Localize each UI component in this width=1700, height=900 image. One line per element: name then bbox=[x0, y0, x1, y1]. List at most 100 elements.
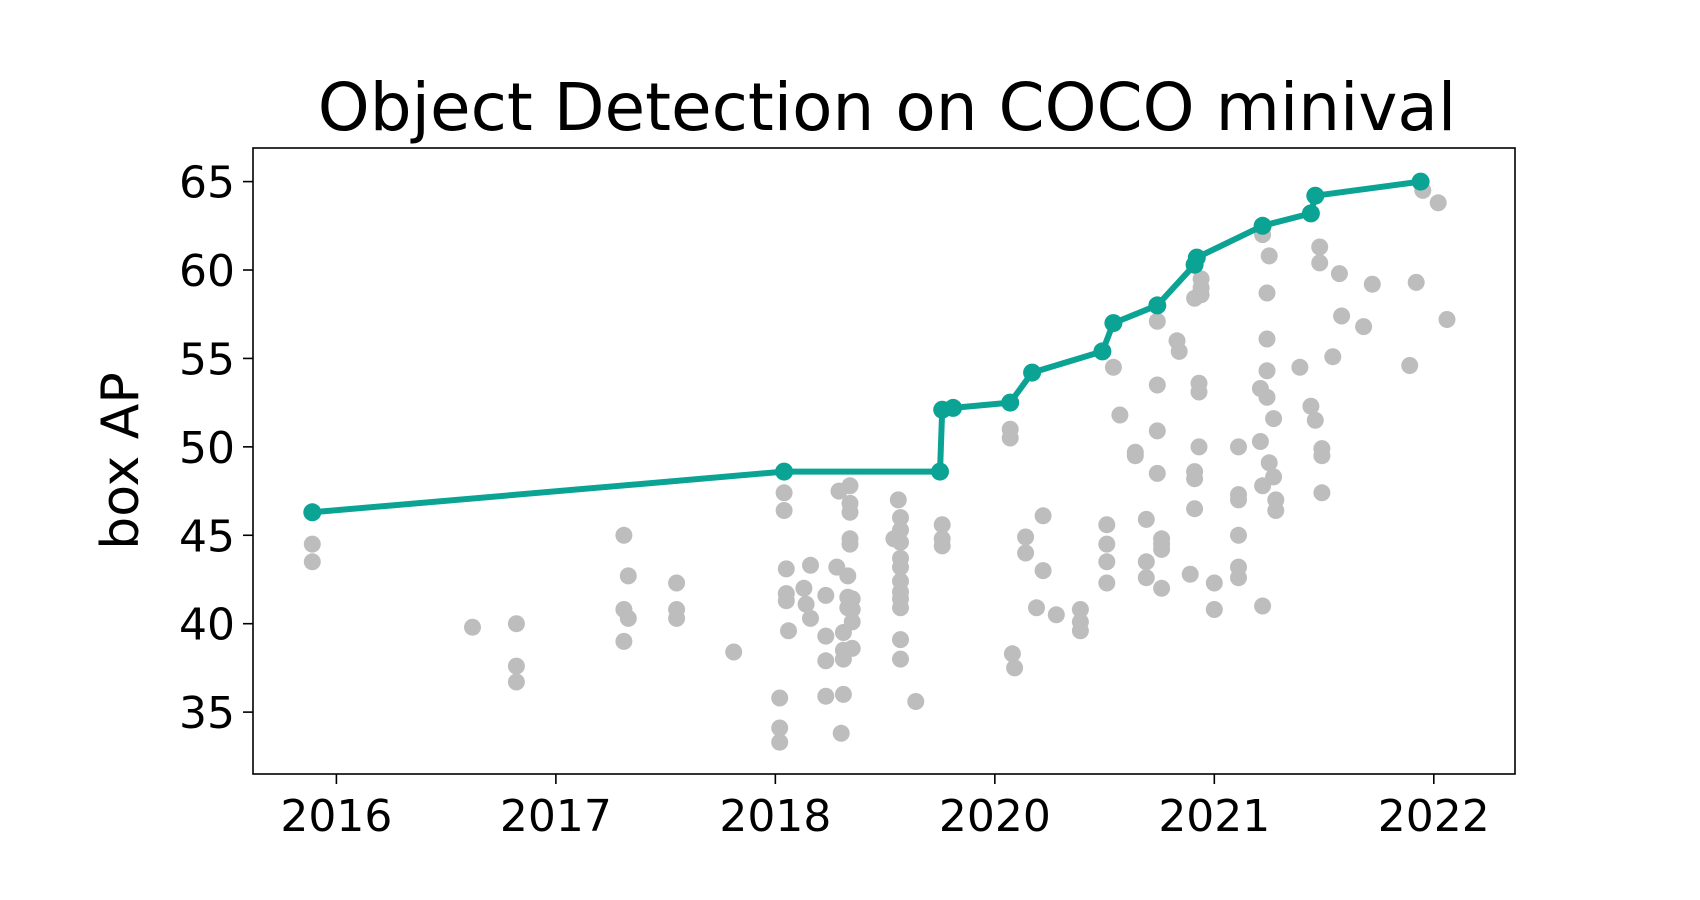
y-tick-label: 55 bbox=[179, 334, 235, 385]
scatter-point bbox=[1230, 491, 1247, 509]
scatter-point bbox=[780, 622, 797, 640]
scatter-point bbox=[907, 693, 925, 710]
y-tick-label: 45 bbox=[179, 511, 235, 562]
x-tick-label: 2022 bbox=[1378, 791, 1490, 842]
scatter-point bbox=[892, 599, 909, 617]
scatter-point bbox=[1190, 383, 1208, 401]
frontier-point bbox=[1411, 172, 1430, 191]
scatter-point bbox=[1098, 516, 1116, 534]
scatter-point bbox=[1170, 342, 1188, 360]
frontier-point bbox=[1187, 248, 1206, 267]
scatter-point bbox=[841, 503, 859, 521]
scatter-point bbox=[892, 650, 909, 668]
frontier-point bbox=[944, 398, 963, 417]
x-tick-label: 2017 bbox=[500, 791, 612, 842]
scatter-point bbox=[1047, 606, 1065, 624]
frontier-line bbox=[312, 178, 1421, 516]
frontier-point bbox=[303, 503, 322, 522]
scatter-point bbox=[303, 535, 321, 553]
scatter-point bbox=[1355, 318, 1373, 336]
scatter-point bbox=[1071, 601, 1089, 618]
scatter-point bbox=[841, 535, 859, 553]
scatter-point bbox=[1017, 544, 1035, 562]
scatter-point bbox=[933, 516, 951, 534]
scatter-point bbox=[1153, 579, 1171, 597]
scatter-point bbox=[1251, 433, 1269, 450]
scatter-point bbox=[1034, 562, 1052, 580]
plot-area bbox=[252, 147, 1516, 775]
scatter-point bbox=[1438, 311, 1456, 328]
scatter-point bbox=[1311, 254, 1329, 272]
scatter-point bbox=[1003, 645, 1021, 663]
frontier-point bbox=[1253, 216, 1272, 235]
x-axis: 2016 2017 2018 2020 2021 2022 bbox=[280, 774, 1490, 842]
scatter-point bbox=[817, 586, 835, 604]
scatter-point bbox=[615, 632, 633, 650]
scatter-point bbox=[1028, 599, 1045, 617]
scatter-point bbox=[619, 609, 637, 627]
scatter-point bbox=[834, 685, 852, 703]
y-tick-label: 65 bbox=[179, 158, 235, 209]
scatter-point bbox=[1034, 507, 1052, 525]
scatter-point bbox=[1330, 265, 1348, 283]
scatter-point bbox=[1311, 238, 1329, 256]
scatter-point bbox=[507, 615, 525, 633]
scatter-point bbox=[889, 491, 907, 509]
scatter-point bbox=[1260, 454, 1278, 472]
scatter-point bbox=[1098, 553, 1116, 571]
scatter-point bbox=[892, 509, 909, 527]
scatter-point bbox=[1098, 574, 1116, 592]
scatter-point bbox=[1313, 447, 1331, 465]
scatter-point bbox=[1126, 447, 1144, 465]
scatter-point bbox=[817, 627, 835, 645]
x-tick-label: 2016 bbox=[280, 791, 392, 842]
frontier-point bbox=[1104, 314, 1123, 333]
scatter-point bbox=[1254, 597, 1272, 615]
y-axis: 35 40 45 50 55 60 65 bbox=[179, 158, 253, 739]
frontier-point bbox=[775, 462, 794, 481]
scatter-point bbox=[1230, 438, 1247, 456]
frontier-point bbox=[1023, 363, 1042, 382]
scatter-points bbox=[303, 181, 1456, 751]
scatter-point bbox=[507, 673, 525, 691]
scatter-point bbox=[1258, 284, 1276, 302]
scatter-point bbox=[777, 592, 795, 610]
scatter-point bbox=[1017, 528, 1035, 546]
scatter-point bbox=[1098, 535, 1116, 553]
scatter-point bbox=[1006, 659, 1024, 677]
scatter-point bbox=[1104, 358, 1122, 376]
scatter-point bbox=[1137, 510, 1155, 528]
axes-frame bbox=[252, 147, 1516, 775]
scatter-point bbox=[1111, 406, 1129, 424]
scatter-point bbox=[817, 687, 835, 705]
scatter-point bbox=[1302, 397, 1320, 415]
scatter-point bbox=[1258, 362, 1276, 380]
scatter-point bbox=[1230, 569, 1247, 587]
scatter-point bbox=[839, 567, 857, 585]
scatter-point bbox=[1313, 484, 1331, 502]
scatter-point bbox=[507, 657, 525, 675]
chart-title: Object Detection on COCO minival bbox=[318, 69, 1456, 146]
scatter-point bbox=[615, 526, 633, 544]
scatter-point bbox=[668, 574, 686, 592]
scatter-point bbox=[892, 533, 909, 551]
scatter-point bbox=[1205, 601, 1223, 618]
scatter-point bbox=[832, 724, 850, 742]
scatter-point bbox=[725, 643, 743, 661]
scatter-point bbox=[1265, 468, 1283, 486]
scatter-point bbox=[1258, 388, 1276, 406]
scatter-point bbox=[303, 553, 321, 571]
scatter-point bbox=[775, 502, 793, 519]
scatter-point bbox=[1153, 540, 1171, 558]
scatter-point bbox=[1205, 574, 1223, 592]
scatter-point bbox=[1148, 422, 1166, 440]
scatter-point bbox=[1230, 526, 1247, 544]
frontier-point bbox=[1306, 186, 1325, 205]
scatter-point bbox=[668, 609, 686, 627]
scatter-point bbox=[892, 631, 909, 649]
scatter-point bbox=[892, 521, 909, 539]
scatter-point bbox=[797, 595, 815, 613]
scatter-point bbox=[841, 477, 859, 495]
x-tick-label: 2021 bbox=[1158, 791, 1270, 842]
